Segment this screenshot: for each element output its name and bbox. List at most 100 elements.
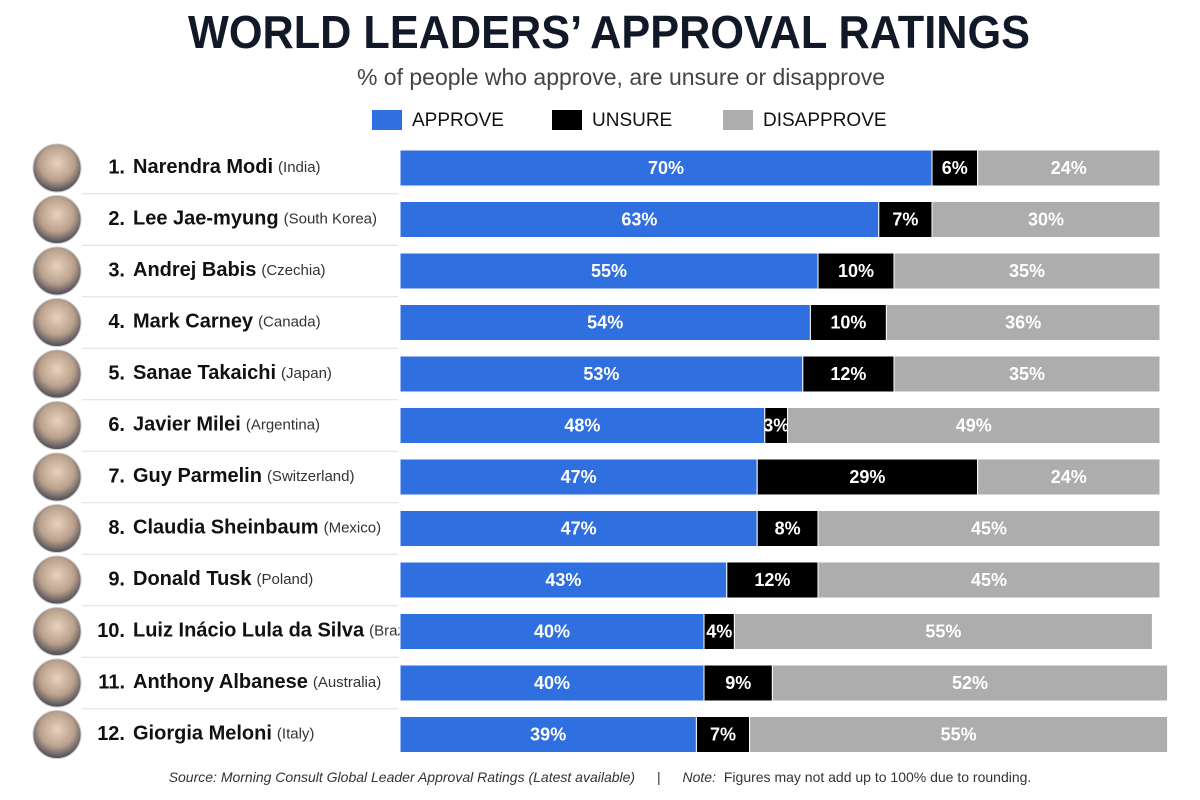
rank: 12.: [97, 723, 125, 745]
leader-name: Mark Carney: [133, 311, 254, 333]
value-label: 35%: [1009, 364, 1045, 384]
value-label: 45%: [971, 570, 1007, 590]
leader-label: Mark Carney (Canada): [133, 311, 321, 333]
leader-label: Claudia Sheinbaum (Mexico): [133, 517, 381, 539]
bar-segment: [977, 458, 1161, 496]
separator: |: [657, 769, 661, 785]
rank: 7.: [108, 465, 125, 487]
bar-segment: [399, 458, 758, 496]
rank: 4.: [108, 311, 125, 333]
leader-name: Claudia Sheinbaum: [133, 517, 319, 539]
rank: 2.: [108, 208, 125, 230]
rank: 6.: [108, 414, 125, 436]
bar-segment: [817, 561, 1161, 599]
value-label: 47%: [561, 518, 597, 538]
bar-segment: [399, 304, 811, 341]
bar-segment: [749, 716, 1169, 753]
bar-segment: [399, 201, 880, 238]
bar-segment: [399, 613, 705, 650]
value-label: 29%: [849, 467, 885, 487]
leader-country: (Australia): [313, 674, 381, 691]
leader-name: Donald Tusk: [133, 568, 252, 590]
leader-label: Narendra Modi (India): [133, 156, 321, 178]
bar-segment: [399, 664, 705, 702]
bar-segment: [817, 510, 1161, 547]
value-label: 49%: [956, 415, 992, 435]
portrait: [32, 658, 82, 708]
value-label: 55%: [591, 261, 627, 281]
bar-segment: [893, 355, 1161, 393]
leader-name: Anthony Albanese: [133, 671, 308, 693]
leader-label: Sanae Takaichi (Japan): [133, 362, 332, 384]
leader-label: Anthony Albanese (Australia): [133, 671, 381, 693]
bar-segment: [885, 304, 1161, 341]
value-label: 9%: [725, 673, 751, 693]
value-label: 8%: [775, 518, 801, 538]
bar-segment: [695, 716, 751, 753]
value-label: 10%: [830, 312, 866, 332]
leader-label: Luiz Inácio Lula da Silva (Brazil): [133, 620, 417, 642]
bar-segment: [817, 252, 895, 290]
bar-segment: [787, 407, 1161, 444]
value-label: 54%: [587, 312, 623, 332]
leader-name: Luiz Inácio Lula da Silva: [133, 620, 365, 642]
value-label: 7%: [892, 209, 918, 229]
leader-country: (Italy): [277, 725, 315, 742]
leader-country: (Switzerland): [267, 468, 355, 485]
rank: 10.: [97, 620, 125, 642]
bar-segment: [399, 716, 697, 753]
portrait: [32, 195, 82, 244]
value-label: 3%: [763, 415, 789, 435]
legend-swatch: [372, 110, 402, 130]
source: Source: Morning Consult Global Leader Ap…: [169, 769, 635, 785]
value-label: 6%: [942, 158, 968, 178]
chart-subtitle: % of people who approve, are unsure or d…: [357, 64, 885, 90]
portrait: [32, 143, 82, 193]
value-label: 48%: [564, 415, 600, 435]
bar-segment: [931, 201, 1161, 238]
note-label: Note:: [683, 769, 717, 785]
bar-segment: [703, 613, 735, 650]
leader-label: Guy Parmelin (Switzerland): [133, 465, 354, 487]
legend-swatch: [723, 110, 753, 130]
leader-label: Andrej Babis (Czechia): [133, 259, 326, 281]
portrait: [32, 298, 82, 347]
value-label: 40%: [534, 673, 570, 693]
value-label: 7%: [710, 724, 736, 744]
bar-segment: [399, 252, 819, 290]
portrait: [32, 555, 82, 605]
portrait: [32, 607, 82, 656]
value-label: 30%: [1028, 209, 1064, 229]
leader-country: (Japan): [281, 365, 332, 382]
leader-country: (South Korea): [284, 210, 377, 227]
portrait: [32, 452, 82, 502]
value-label: 24%: [1051, 467, 1087, 487]
leader-country: (India): [278, 159, 321, 176]
portrait: [32, 504, 82, 553]
rank: 1.: [108, 156, 125, 178]
leader-name: Sanae Takaichi: [133, 362, 276, 384]
value-label: 55%: [925, 621, 961, 641]
value-label: 47%: [561, 467, 597, 487]
portrait: [32, 246, 82, 296]
leader-country: (Poland): [257, 571, 314, 588]
rank: 9.: [108, 568, 125, 590]
value-label: 4%: [706, 621, 732, 641]
rank: 8.: [108, 517, 125, 539]
leader-country: (Canada): [258, 313, 321, 330]
leader-name: Guy Parmelin: [133, 465, 262, 487]
leader-name: Javier Milei: [133, 414, 241, 436]
leader-country: (Czechia): [261, 262, 325, 279]
bar-segment: [756, 510, 819, 547]
bar-segment: [931, 149, 979, 187]
bar-segment: [977, 149, 1161, 187]
bar-segment: [771, 664, 1169, 702]
portrait: [32, 401, 82, 450]
value-label: 52%: [952, 673, 988, 693]
value-label: 12%: [830, 364, 866, 384]
leader-country: (Mexico): [324, 519, 382, 536]
portrait: [32, 349, 82, 399]
leader-name: Giorgia Meloni: [133, 723, 272, 745]
value-label: 12%: [754, 570, 790, 590]
value-label: 63%: [621, 209, 657, 229]
